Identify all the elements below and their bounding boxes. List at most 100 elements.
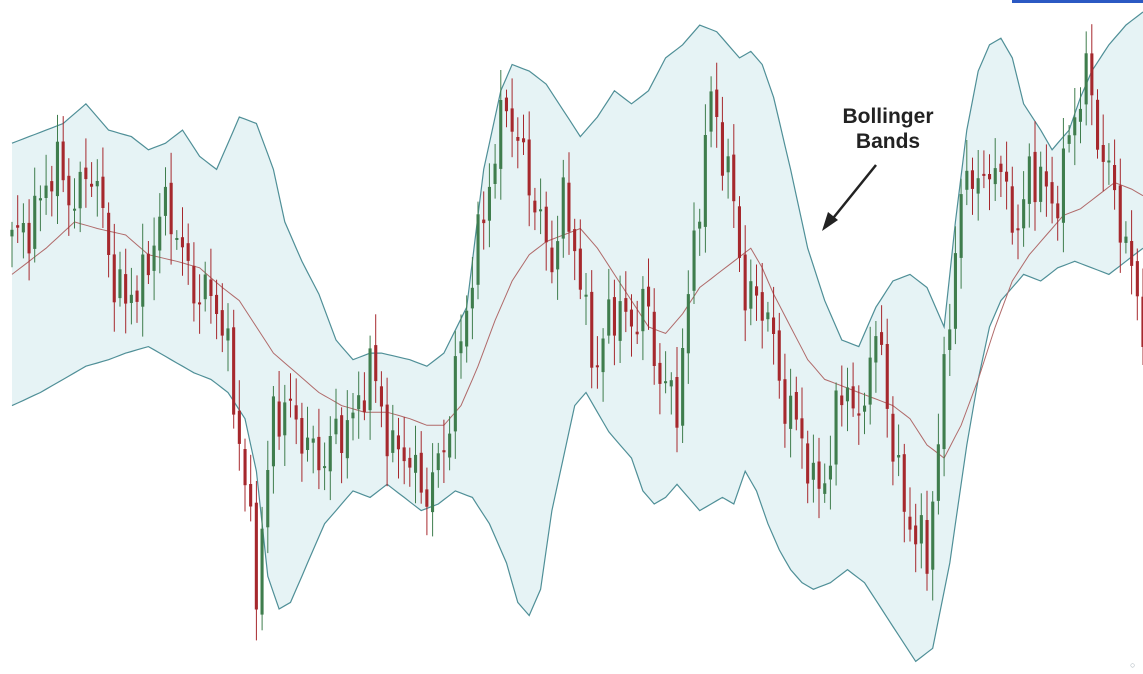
candlestick [1130, 210, 1134, 295]
bullish-candle-body [368, 348, 372, 411]
bearish-candle-body [294, 405, 298, 420]
bullish-candle-body [1039, 166, 1043, 202]
annotation-line-2: Bands [855, 130, 921, 153]
candlestick [226, 303, 230, 372]
candlestick [675, 347, 679, 453]
candlestick [948, 303, 952, 376]
candlestick [629, 294, 633, 357]
bearish-candle-body [840, 395, 844, 406]
bullish-candle-body [203, 274, 207, 300]
candlestick [1078, 87, 1082, 144]
bullish-candle-body [942, 354, 946, 450]
bullish-candle-body [607, 299, 611, 336]
bearish-candle-body [908, 516, 912, 530]
candlestick [84, 138, 88, 208]
bearish-candle-body [925, 520, 929, 574]
candlestick [78, 161, 82, 233]
candlestick [720, 96, 724, 191]
bearish-candle-body [1016, 228, 1020, 231]
candlestick [118, 251, 122, 307]
bullish-candle-body [965, 170, 969, 190]
candlestick [311, 425, 315, 474]
bearish-candle-body [1005, 171, 1009, 182]
candlestick [499, 70, 503, 200]
annotation-arrow [822, 164, 877, 231]
bearish-candle-body [425, 489, 429, 507]
candlestick [749, 259, 753, 326]
candlestick [567, 152, 571, 255]
bullish-candle-body [271, 396, 275, 467]
bearish-candle-body [249, 484, 253, 507]
annotation-arrow-shaft [829, 164, 877, 223]
candlestick [1010, 166, 1014, 245]
candlestick [448, 416, 452, 471]
bullish-candle-body [158, 216, 162, 251]
candlestick [198, 274, 202, 334]
candlestick-layer [10, 24, 1143, 641]
candlestick [965, 140, 969, 206]
candlestick [266, 440, 270, 554]
bearish-candle-body [885, 344, 889, 409]
candlestick [90, 162, 94, 197]
candlestick [970, 157, 974, 215]
bearish-candle-body [891, 413, 895, 462]
candlestick [260, 506, 264, 631]
bearish-candle-body [902, 454, 906, 512]
bearish-candle-body [379, 386, 383, 407]
bearish-candle-body [209, 279, 213, 296]
top-link-underline[interactable] [1012, 0, 1143, 3]
candlestick [453, 330, 457, 459]
candlestick [669, 372, 673, 415]
bearish-candle-body [533, 200, 537, 213]
candlestick [1067, 125, 1071, 153]
candlestick [482, 191, 486, 250]
bearish-candle-body [1056, 203, 1060, 219]
bearish-candle-body [101, 176, 105, 208]
candlestick [124, 248, 128, 334]
bearish-candle-body [50, 181, 54, 192]
annotation-arrow-head [822, 212, 838, 231]
candlestick [50, 165, 54, 217]
bearish-candle-body [715, 89, 719, 117]
candlestick [385, 377, 389, 487]
candlestick [647, 258, 651, 330]
bullish-candle-body [431, 472, 435, 513]
bullish-candle-body [351, 412, 355, 419]
candlestick [1061, 118, 1065, 253]
candlestick [1039, 151, 1043, 213]
candlestick [357, 371, 361, 439]
candlestick [641, 276, 645, 361]
candlestick [1124, 221, 1128, 254]
bullish-candle-body [78, 171, 82, 209]
candlestick [539, 178, 543, 235]
candlestick [283, 384, 287, 466]
candlestick [800, 387, 804, 469]
bullish-candle-body [334, 418, 338, 435]
candlestick [38, 185, 42, 232]
candlestick [487, 163, 491, 248]
bearish-candle-body [590, 291, 594, 368]
candlestick [1027, 143, 1031, 228]
candlestick [220, 283, 224, 353]
bullish-candle-body [499, 100, 503, 169]
candlestick [857, 385, 861, 445]
candlestick [544, 191, 548, 271]
bullish-candle-body [470, 287, 474, 309]
candlestick [459, 314, 463, 379]
candlestick [1090, 24, 1094, 126]
candlestick [1135, 248, 1139, 321]
bearish-candle-body [27, 222, 31, 254]
bullish-candle-body [931, 501, 935, 570]
candlestick [112, 223, 116, 332]
bullish-candle-body [306, 437, 310, 450]
candlestick [760, 263, 764, 349]
bearish-candle-body [573, 229, 577, 252]
candlestick [16, 195, 20, 243]
bearish-candle-body [999, 163, 1003, 172]
bollinger-bands-annotation: Bollinger Bands [826, 104, 950, 154]
candlestick [419, 431, 423, 504]
bullish-candle-body [686, 294, 690, 354]
candlestick [192, 242, 196, 322]
candlestick [504, 89, 508, 128]
bearish-candle-body [880, 332, 884, 345]
